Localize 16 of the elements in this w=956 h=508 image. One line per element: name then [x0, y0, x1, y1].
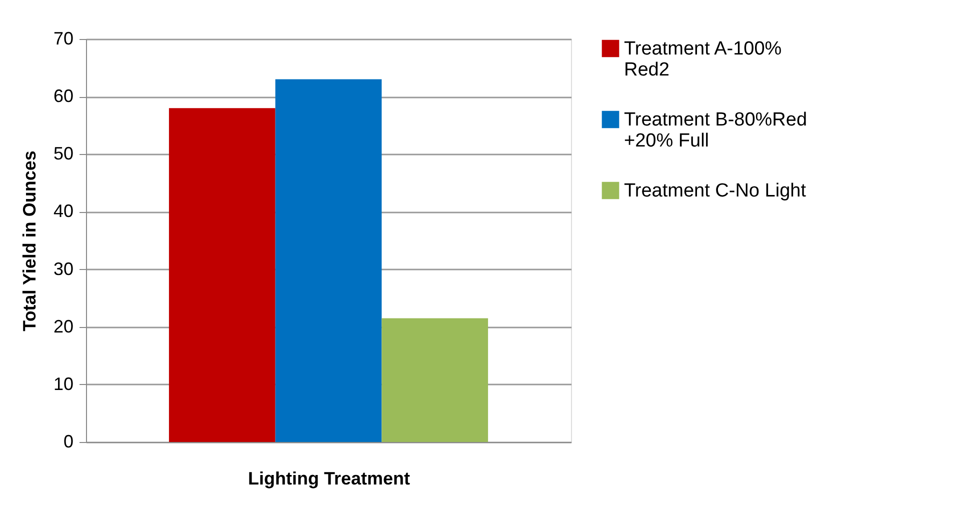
y-tick-label: 20 [53, 316, 74, 336]
y-tick-label: 50 [53, 144, 74, 164]
x-axis-title: Lighting Treatment [248, 468, 410, 488]
bar [275, 79, 382, 442]
y-tick-label: 70 [53, 28, 74, 48]
bar [382, 318, 488, 442]
y-tick-label: 60 [53, 86, 74, 106]
legend-label: Treatment B-80%Red +20% Full [624, 110, 808, 152]
legend-label: Treatment C-No Light [624, 180, 807, 202]
y-tick-label: 0 [63, 432, 74, 452]
y-tick-label: 10 [53, 374, 74, 394]
bar [168, 108, 276, 442]
y-tick-label: 30 [53, 258, 74, 279]
y-axis-title: Total Yield in Ounces [19, 150, 40, 332]
y-tick-label: 40 [53, 201, 74, 222]
legend-label: Treatment A-100% Red2 [624, 38, 782, 80]
